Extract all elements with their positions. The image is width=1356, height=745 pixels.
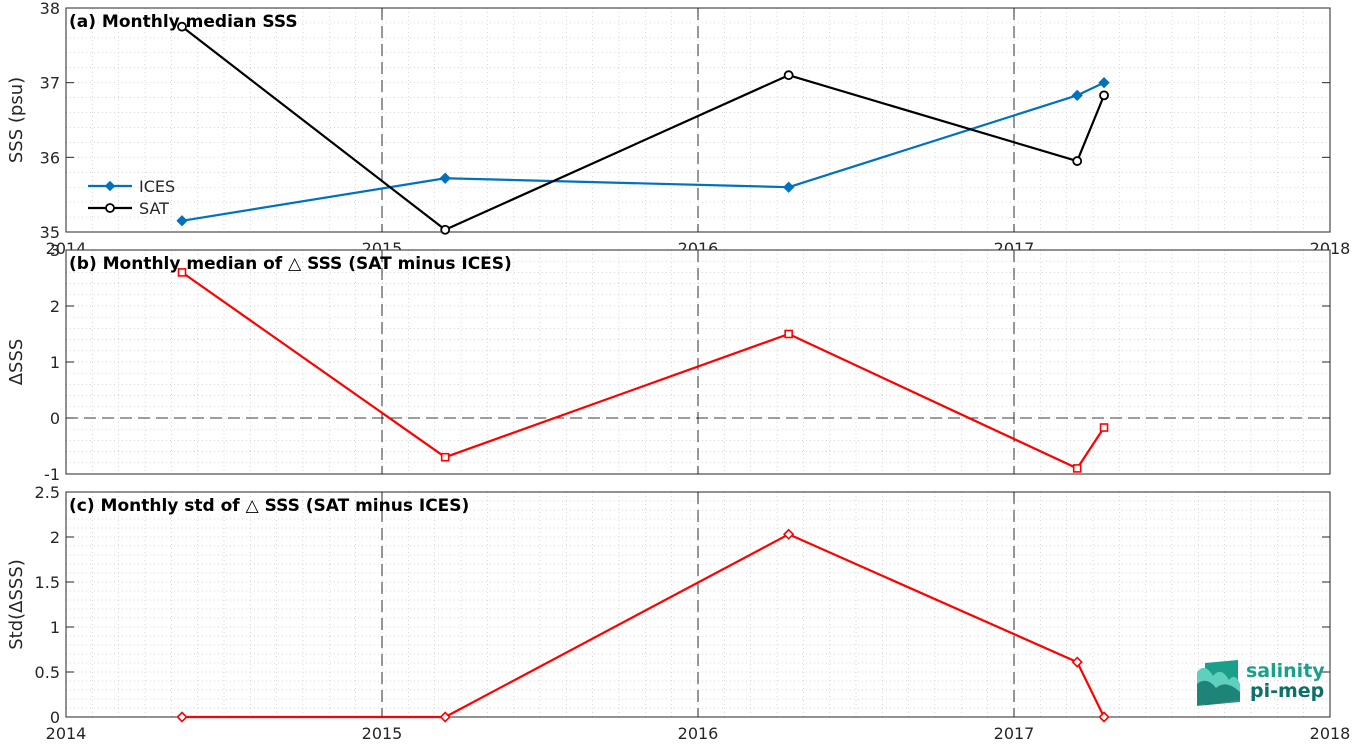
y-tick-label: 38 xyxy=(40,0,60,18)
panel-title: (a) Monthly median SSS xyxy=(69,12,298,32)
y-axis: 0 0.5 1 1.5 2 2.5 xyxy=(35,483,1330,727)
y-tick-label: 0.5 xyxy=(35,663,60,682)
y-tick-label: 1.5 xyxy=(35,573,60,592)
panel-2: -1 0 1 2 3 ΔSSS (b) Monthly median of △ SSS (S… xyxy=(6,241,1331,484)
panel-title: (b) Monthly median of △ SSS (SAT minus I… xyxy=(69,254,512,274)
x-tick-label: 2015 xyxy=(362,724,403,743)
x-tick-label: 2016 xyxy=(678,724,719,743)
y-axis-label: Std(ΔSSS) xyxy=(6,559,27,650)
data-point xyxy=(1071,89,1083,101)
data-point xyxy=(176,711,188,723)
legend-label: SAT xyxy=(139,199,169,218)
grid xyxy=(65,8,1330,232)
logo-text-line1: salinity xyxy=(1246,660,1325,682)
legend-marker xyxy=(104,180,116,192)
x-tick-label: 2018 xyxy=(1310,724,1351,743)
data-point xyxy=(1072,156,1083,166)
y-tick-label: 35 xyxy=(40,223,60,242)
series-ices xyxy=(176,77,1110,227)
y-tick-label: 37 xyxy=(40,74,60,93)
panel-title: (c) Monthly std of △ SSS (SAT minus ICES… xyxy=(69,496,469,516)
logo-wave-icon xyxy=(1197,660,1240,706)
data-point xyxy=(439,711,451,723)
y-tick-label: 1 xyxy=(50,353,60,372)
logo-text-line2: pi-mep xyxy=(1250,680,1324,702)
data-point xyxy=(1072,464,1082,473)
y-axis-label: SSS (psu) xyxy=(6,77,27,163)
y-tick-label: 0 xyxy=(50,708,60,727)
data-point xyxy=(1098,711,1110,723)
grid xyxy=(65,250,1330,474)
salinity-pi-mep-logo: salinity pi-mep xyxy=(1197,660,1325,706)
series-1 xyxy=(177,268,1109,473)
data-point xyxy=(440,224,451,235)
series-sat xyxy=(177,21,1109,235)
y-tick-label: 36 xyxy=(40,148,60,167)
legend: ICES SAT xyxy=(88,177,175,218)
data-point xyxy=(176,215,188,227)
x-tick-label: 2017 xyxy=(994,724,1035,743)
data-point xyxy=(783,70,794,81)
data-point xyxy=(1099,423,1109,432)
data-point xyxy=(784,329,793,339)
grid xyxy=(65,492,1330,717)
y-tick-label: 2.5 xyxy=(35,483,60,502)
legend-label: ICES xyxy=(139,177,175,196)
legend-marker xyxy=(105,203,115,213)
data-point xyxy=(177,21,187,32)
y-axis: -1 0 1 2 3 xyxy=(44,241,1330,484)
data-point xyxy=(1098,77,1110,89)
x-tick-label: 2014 xyxy=(46,724,87,743)
y-axis-label: ΔSSS xyxy=(6,339,27,386)
data-point xyxy=(1099,90,1109,101)
data-point xyxy=(440,452,450,462)
panel-3: 0 0.5 1 1.5 2 2.5 2014 2015 2016 2017 2018 Std(ΔSSS… xyxy=(6,483,1350,743)
data-point xyxy=(177,268,187,277)
y-tick-label: 1 xyxy=(50,618,60,637)
y-axis: 35 36 37 38 xyxy=(40,0,1330,242)
y-tick-label: -1 xyxy=(44,465,60,484)
y-tick-label: 3 xyxy=(50,241,60,260)
data-point xyxy=(783,181,795,193)
y-tick-label: 2 xyxy=(50,297,60,316)
series-1 xyxy=(176,528,1110,723)
y-tick-label: 0 xyxy=(50,409,60,428)
data-point xyxy=(783,528,795,540)
y-tick-label: 2 xyxy=(50,528,60,547)
data-point xyxy=(1071,656,1083,668)
data-point xyxy=(439,172,451,184)
